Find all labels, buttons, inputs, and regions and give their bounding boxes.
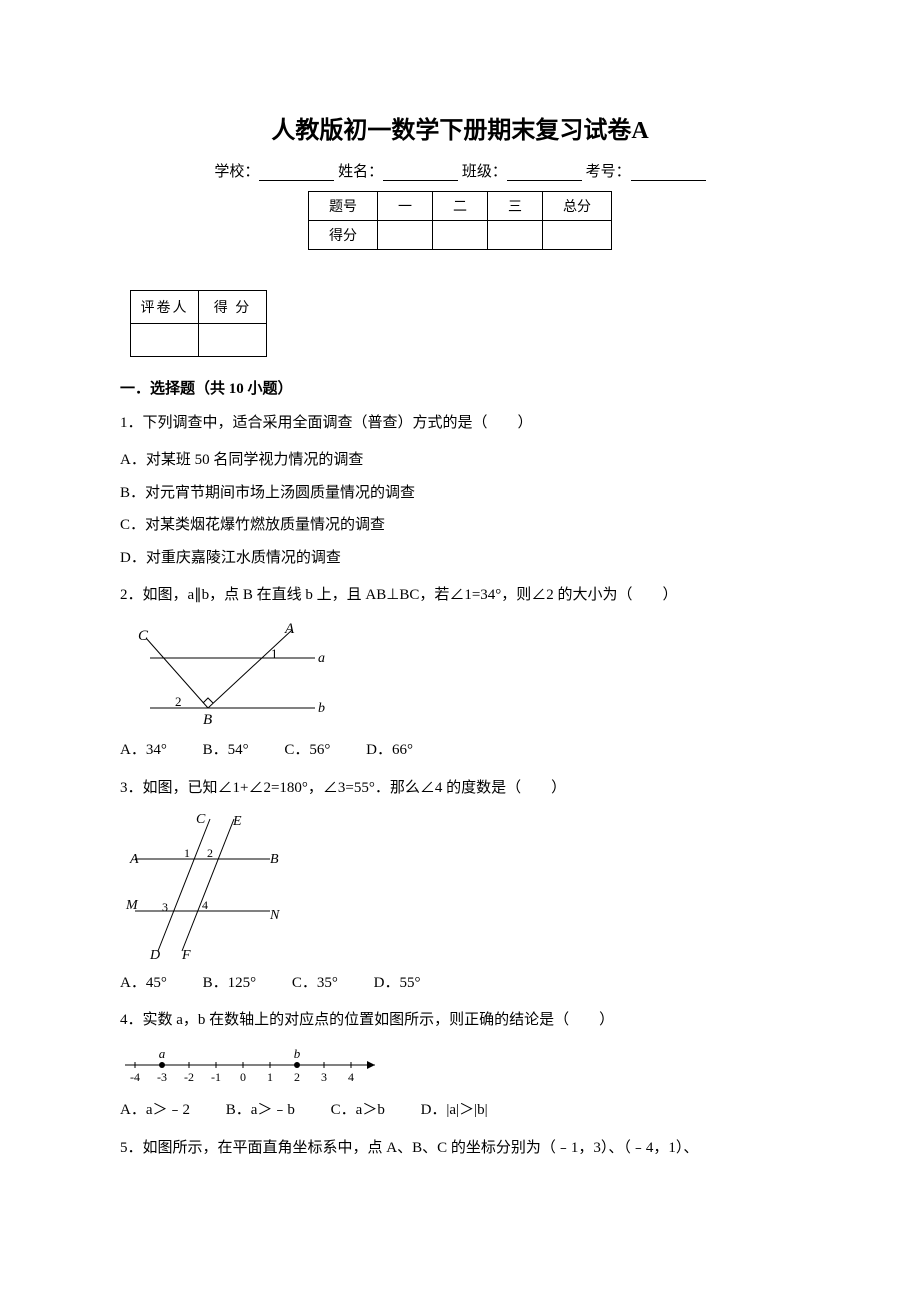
q3-label-4: 4 xyxy=(202,898,208,912)
score-th-3: 三 xyxy=(488,192,543,221)
grader-blank-2 xyxy=(199,324,267,357)
section1-header: 一．选择题（共 10 小题） xyxy=(120,377,800,398)
svg-text:4: 4 xyxy=(348,1070,354,1084)
svg-text:2: 2 xyxy=(294,1070,300,1084)
q2-options: A．34° B．54° C．56° D．66° xyxy=(120,736,800,765)
class-blank xyxy=(507,162,582,181)
q4-a: A．a＞﹣2 xyxy=(120,1102,190,1118)
q1-d: D．对重庆嘉陵江水质情况的调查 xyxy=(120,544,800,573)
q3-a: A．45° xyxy=(120,975,167,991)
q3-options: A．45° B．125° C．35° D．55° xyxy=(120,969,800,998)
name-label: 姓名： xyxy=(338,164,383,180)
q2-label-A: A xyxy=(284,621,295,637)
q2-label-1: 1 xyxy=(271,646,278,661)
page-title: 人教版初一数学下册期末复习试卷A xyxy=(120,110,800,145)
q3-label-M: M xyxy=(125,898,139,913)
q4-label-b: b xyxy=(294,1046,301,1061)
grader-label: 评卷人 xyxy=(131,291,199,324)
q2-label-C: C xyxy=(138,628,149,644)
q3-stem: 3．如图，已知∠1+∠2=180°，∠3=55°．那么∠4 的度数是（ ） xyxy=(120,773,800,803)
q3-label-2: 2 xyxy=(207,846,213,860)
q3-label-A: A xyxy=(129,852,139,867)
q3-label-D: D xyxy=(149,948,160,961)
q3-figure: A B M N C E D F 1 2 3 4 xyxy=(120,811,800,961)
school-blank xyxy=(259,162,334,181)
grader-table: 评卷人 得 分 xyxy=(130,290,267,357)
grader-blank-1 xyxy=(131,324,199,357)
q3-b: B．125° xyxy=(203,975,257,991)
score-th-0: 题号 xyxy=(309,192,378,221)
info-line: 学校： 姓名： 班级： 考号： xyxy=(120,160,800,181)
q2-figure: A B C a b 1 2 xyxy=(120,618,800,728)
examno-blank xyxy=(631,162,706,181)
q4-b: B．a＞﹣b xyxy=(226,1102,295,1118)
q2-label-2: 2 xyxy=(175,694,182,709)
q2-b: B．54° xyxy=(203,742,249,758)
examno-label: 考号： xyxy=(586,164,631,180)
q1-c: C．对某类烟花爆竹燃放质量情况的调查 xyxy=(120,511,800,540)
name-blank xyxy=(383,162,458,181)
q3-label-3: 3 xyxy=(162,900,168,914)
svg-text:-2: -2 xyxy=(184,1070,194,1084)
svg-text:3: 3 xyxy=(321,1070,327,1084)
score-th-4: 总分 xyxy=(543,192,612,221)
school-label: 学校： xyxy=(214,164,259,180)
q3-label-C: C xyxy=(196,812,206,827)
svg-text:0: 0 xyxy=(240,1070,246,1084)
q4-stem: 4．实数 a，b 在数轴上的对应点的位置如图所示，则正确的结论是（ ） xyxy=(120,1005,800,1035)
q4-figure: -4 -3 -2 -1 0 1 2 3 4 a b xyxy=(120,1043,800,1088)
grader-score-label: 得 分 xyxy=(199,291,267,324)
svg-text:-4: -4 xyxy=(130,1070,140,1084)
score-row-label: 得分 xyxy=(309,221,378,250)
q1-b: B．对元宵节期间市场上汤圆质量情况的调查 xyxy=(120,479,800,508)
q3-d: D．55° xyxy=(374,975,421,991)
score-cell-total xyxy=(543,221,612,250)
q3-c: C．35° xyxy=(292,975,338,991)
q2-d: D．66° xyxy=(366,742,413,758)
q4-c: C．a＞b xyxy=(331,1102,385,1118)
q3-label-N: N xyxy=(269,908,280,923)
q1-a: A．对某班 50 名同学视力情况的调查 xyxy=(120,446,800,475)
q5-stem: 5．如图所示，在平面直角坐标系中，点 A、B、C 的坐标分别为（﹣1，3）、（﹣… xyxy=(120,1133,800,1163)
q2-label-b: b xyxy=(318,701,325,716)
q3-label-B: B xyxy=(270,852,279,867)
q2-stem: 2．如图，a∥b，点 B 在直线 b 上，且 AB⊥BC，若∠1=34°，则∠2… xyxy=(120,580,800,610)
score-cell-1 xyxy=(378,221,433,250)
q3-label-E: E xyxy=(232,814,242,829)
svg-text:1: 1 xyxy=(267,1070,273,1084)
q1-stem: 1．下列调查中，适合采用全面调查（普查）方式的是（ ） xyxy=(120,408,800,438)
q2-label-B: B xyxy=(203,712,212,728)
score-th-2: 二 xyxy=(433,192,488,221)
score-table: 题号 一 二 三 总分 得分 xyxy=(308,191,612,250)
score-cell-2 xyxy=(433,221,488,250)
q3-label-F: F xyxy=(181,948,191,961)
q4-d: D．|a|＞|b| xyxy=(421,1102,488,1118)
score-th-1: 一 xyxy=(378,192,433,221)
q4-options: A．a＞﹣2 B．a＞﹣b C．a＞b D．|a|＞|b| xyxy=(120,1096,800,1125)
svg-text:-3: -3 xyxy=(157,1070,167,1084)
svg-text:-1: -1 xyxy=(211,1070,221,1084)
q3-label-1: 1 xyxy=(184,846,190,860)
q2-c: C．56° xyxy=(284,742,330,758)
class-label: 班级： xyxy=(462,164,507,180)
q2-a: A．34° xyxy=(120,742,167,758)
score-cell-3 xyxy=(488,221,543,250)
q2-label-a: a xyxy=(318,651,325,666)
q4-label-a: a xyxy=(159,1046,166,1061)
